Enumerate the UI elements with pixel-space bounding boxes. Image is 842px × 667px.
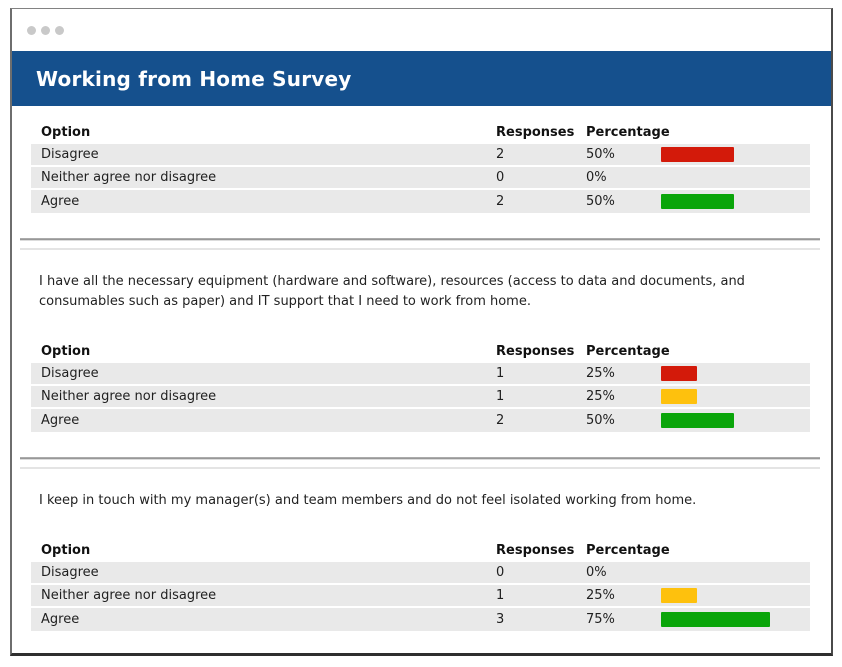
percentage-bar bbox=[661, 147, 734, 162]
option-column-header: Option bbox=[41, 543, 91, 558]
table-header-row: Option Responses Percentage bbox=[31, 121, 810, 144]
percentage-cell: 50% bbox=[586, 413, 615, 428]
table-row: Disagree 0 0% bbox=[31, 562, 810, 585]
percentage-cell: 25% bbox=[586, 588, 615, 603]
question-text: I have all the necessary equipment (hard… bbox=[39, 274, 745, 309]
section-divider bbox=[20, 238, 820, 250]
responses-cell: 0 bbox=[496, 170, 505, 185]
question-table-gap bbox=[12, 511, 831, 539]
responses-cell: 2 bbox=[496, 194, 505, 209]
responses-column-header: Responses bbox=[496, 344, 575, 359]
percentage-bar bbox=[661, 612, 770, 627]
window-titlebar bbox=[12, 9, 831, 51]
option-cell: Neither agree nor disagree bbox=[41, 389, 217, 404]
divider-line-dark bbox=[20, 457, 820, 460]
divider-line-light bbox=[20, 467, 820, 469]
table-header-row: Option Responses Percentage bbox=[31, 539, 810, 562]
bar-cell bbox=[661, 194, 810, 209]
window-dot[interactable] bbox=[27, 25, 36, 35]
percentage-cell: 75% bbox=[586, 612, 615, 627]
percentage-cell: 25% bbox=[586, 366, 615, 381]
percentage-cell: 25% bbox=[586, 389, 615, 404]
table-row: Agree 2 50% bbox=[31, 409, 810, 432]
divider-line-light bbox=[20, 248, 820, 250]
percentage-column-header: Percentage bbox=[586, 125, 670, 140]
results-table: Option Responses Percentage Disagree 0 0% Neit… bbox=[31, 539, 810, 631]
bar-cell bbox=[661, 612, 810, 627]
page-header: Working from Home Survey bbox=[12, 51, 831, 106]
option-cell: Disagree bbox=[41, 147, 99, 162]
results-table: Option Responses Percentage Disagree 1 25% Nei… bbox=[31, 340, 810, 432]
window-dot[interactable] bbox=[55, 25, 64, 35]
divider-line-dark bbox=[20, 238, 820, 241]
responses-cell: 0 bbox=[496, 565, 505, 580]
percentage-bar bbox=[661, 366, 697, 381]
option-column-header: Option bbox=[41, 125, 91, 140]
percentage-column-header: Percentage bbox=[586, 344, 670, 359]
question-table-gap bbox=[12, 312, 831, 340]
responses-cell: 3 bbox=[496, 612, 505, 627]
app-window: Working from Home Survey Option Responses… bbox=[10, 8, 833, 656]
bar-cell bbox=[661, 389, 810, 404]
window-dot[interactable] bbox=[41, 25, 50, 35]
responses-cell: 1 bbox=[496, 389, 505, 404]
option-cell: Neither agree nor disagree bbox=[41, 170, 217, 185]
responses-cell: 1 bbox=[496, 366, 505, 381]
page-title: Working from Home Survey bbox=[36, 66, 352, 91]
percentage-bar bbox=[661, 588, 697, 603]
table-header-row: Option Responses Percentage bbox=[31, 340, 810, 363]
table-row: Agree 3 75% bbox=[31, 608, 810, 631]
percentage-bar bbox=[661, 413, 734, 428]
option-cell: Agree bbox=[41, 612, 80, 627]
percentage-bar bbox=[661, 194, 734, 209]
percentage-cell: 50% bbox=[586, 147, 615, 162]
percentage-cell: 50% bbox=[586, 194, 615, 209]
table-row: Disagree 1 25% bbox=[31, 363, 810, 386]
bar-cell bbox=[661, 366, 810, 381]
results-table: Option Responses Percentage Disagree 2 50% Nei… bbox=[31, 121, 810, 213]
percentage-cell: 0% bbox=[586, 170, 607, 185]
bar-cell bbox=[661, 147, 810, 162]
responses-column-header: Responses bbox=[496, 543, 575, 558]
option-column-header: Option bbox=[41, 344, 91, 359]
table-row: Neither agree nor disagree 1 25% bbox=[31, 585, 810, 608]
option-cell: Neither agree nor disagree bbox=[41, 588, 217, 603]
option-cell: Agree bbox=[41, 413, 80, 428]
option-cell: Agree bbox=[41, 194, 80, 209]
percentage-column-header: Percentage bbox=[586, 543, 670, 558]
survey-section: I keep in touch with my manager(s) and t… bbox=[12, 491, 831, 631]
table-row: Neither agree nor disagree 0 0% bbox=[31, 167, 810, 190]
responses-cell: 2 bbox=[496, 147, 505, 162]
section-divider bbox=[20, 457, 820, 469]
percentage-bar bbox=[661, 389, 697, 404]
table-row: Agree 2 50% bbox=[31, 190, 810, 213]
bar-cell bbox=[661, 588, 810, 603]
question-text: I keep in touch with my manager(s) and t… bbox=[39, 493, 697, 508]
responses-cell: 1 bbox=[496, 588, 505, 603]
option-cell: Disagree bbox=[41, 366, 99, 381]
survey-section: Option Responses Percentage Disagree 2 50% Nei… bbox=[12, 121, 831, 213]
percentage-cell: 0% bbox=[586, 565, 607, 580]
responses-column-header: Responses bbox=[496, 125, 575, 140]
table-row: Neither agree nor disagree 1 25% bbox=[31, 386, 810, 409]
responses-cell: 2 bbox=[496, 413, 505, 428]
bar-cell bbox=[661, 413, 810, 428]
survey-section: I have all the necessary equipment (hard… bbox=[12, 272, 831, 432]
option-cell: Disagree bbox=[41, 565, 99, 580]
survey-content: Option Responses Percentage Disagree 2 50% Nei… bbox=[12, 106, 831, 631]
table-row: Disagree 2 50% bbox=[31, 144, 810, 167]
